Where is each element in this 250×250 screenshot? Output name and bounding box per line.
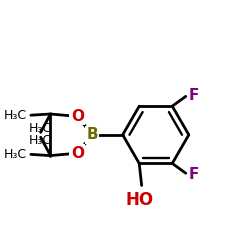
Text: O: O — [71, 146, 84, 161]
Text: H₃C: H₃C — [4, 109, 27, 122]
Text: H₃C: H₃C — [4, 148, 27, 161]
Text: HO: HO — [125, 191, 153, 209]
Text: F: F — [189, 167, 199, 182]
Text: B: B — [86, 127, 98, 142]
Text: H₃C: H₃C — [29, 122, 52, 135]
Text: O: O — [71, 109, 84, 124]
Text: H₃C: H₃C — [29, 134, 52, 147]
Text: F: F — [189, 88, 199, 103]
